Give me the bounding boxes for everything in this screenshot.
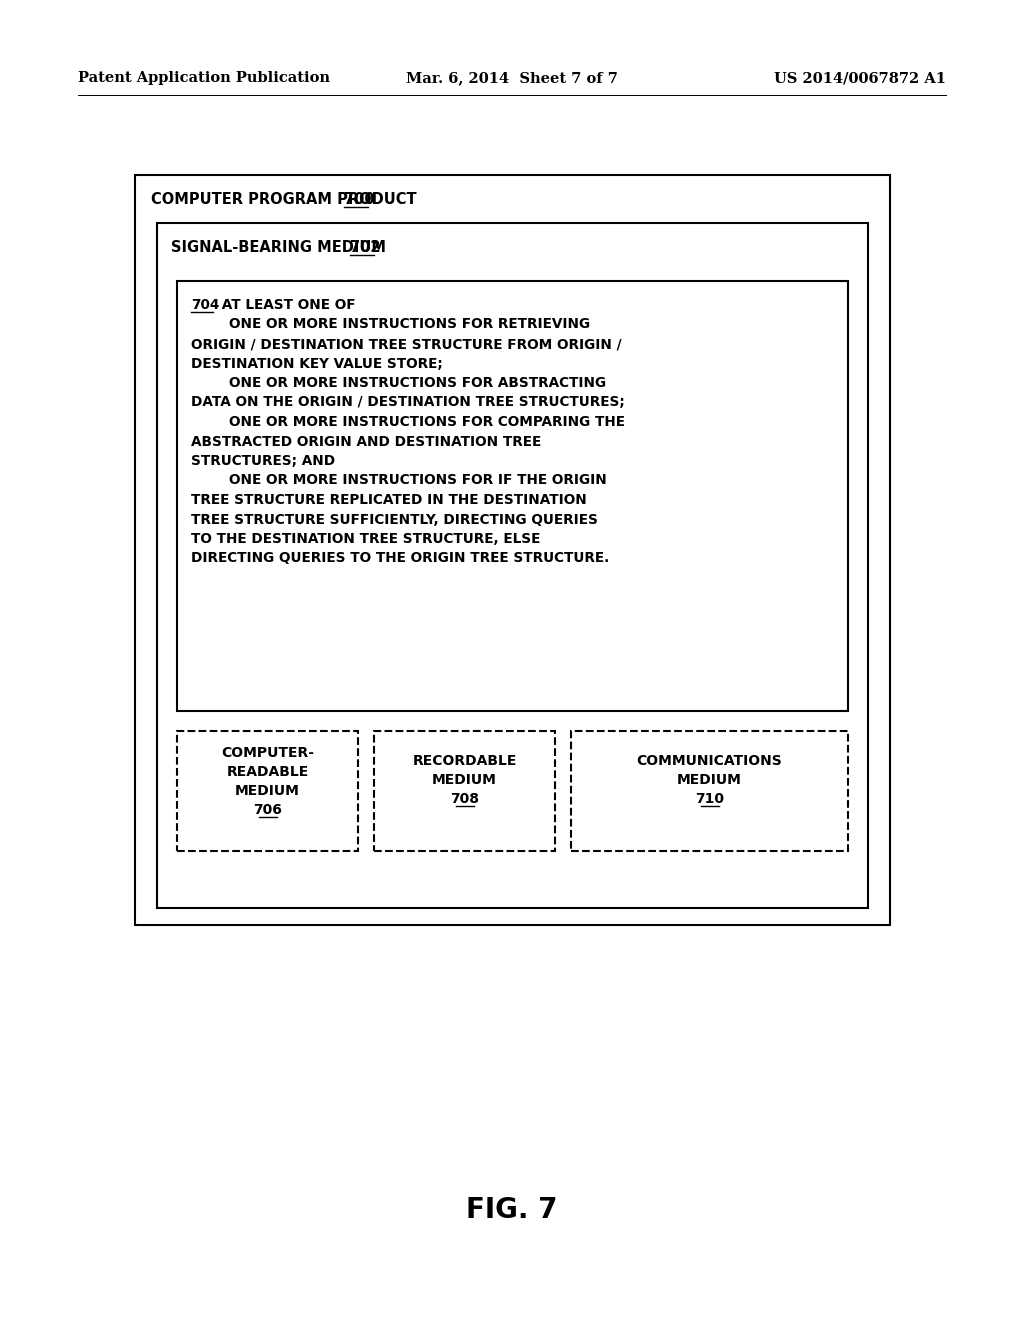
Text: Mar. 6, 2014  Sheet 7 of 7: Mar. 6, 2014 Sheet 7 of 7 bbox=[407, 71, 617, 84]
Text: COMMUNICATIONS: COMMUNICATIONS bbox=[637, 754, 782, 768]
Text: STRUCTURES; AND: STRUCTURES; AND bbox=[191, 454, 335, 469]
Text: ONE OR MORE INSTRUCTIONS FOR COMPARING THE: ONE OR MORE INSTRUCTIONS FOR COMPARING T… bbox=[191, 414, 625, 429]
Text: 704: 704 bbox=[191, 298, 219, 312]
Text: RECORDABLE: RECORDABLE bbox=[413, 754, 517, 768]
Text: US 2014/0067872 A1: US 2014/0067872 A1 bbox=[774, 71, 946, 84]
Text: READABLE: READABLE bbox=[226, 766, 308, 779]
Text: ONE OR MORE INSTRUCTIONS FOR ABSTRACTING: ONE OR MORE INSTRUCTIONS FOR ABSTRACTING bbox=[191, 376, 606, 389]
Text: Patent Application Publication: Patent Application Publication bbox=[78, 71, 330, 84]
Bar bbox=[374, 731, 555, 851]
Text: 702: 702 bbox=[350, 239, 381, 255]
Text: DIRECTING QUERIES TO THE ORIGIN TREE STRUCTURE.: DIRECTING QUERIES TO THE ORIGIN TREE STR… bbox=[191, 552, 609, 565]
Text: MEDIUM: MEDIUM bbox=[236, 784, 300, 799]
Bar bbox=[571, 731, 848, 851]
Text: TREE STRUCTURE SUFFICIENTLY, DIRECTING QUERIES: TREE STRUCTURE SUFFICIENTLY, DIRECTING Q… bbox=[191, 512, 598, 527]
Text: 700: 700 bbox=[344, 191, 375, 206]
Text: TREE STRUCTURE REPLICATED IN THE DESTINATION: TREE STRUCTURE REPLICATED IN THE DESTINA… bbox=[191, 492, 587, 507]
Text: ONE OR MORE INSTRUCTIONS FOR RETRIEVING: ONE OR MORE INSTRUCTIONS FOR RETRIEVING bbox=[191, 318, 590, 331]
Text: TO THE DESTINATION TREE STRUCTURE, ELSE: TO THE DESTINATION TREE STRUCTURE, ELSE bbox=[191, 532, 541, 546]
Text: ABSTRACTED ORIGIN AND DESTINATION TREE: ABSTRACTED ORIGIN AND DESTINATION TREE bbox=[191, 434, 542, 449]
Text: 710: 710 bbox=[695, 792, 724, 807]
Bar bbox=[157, 223, 868, 908]
Text: COMPUTER-: COMPUTER- bbox=[221, 746, 314, 760]
Bar bbox=[177, 281, 848, 711]
Text: ONE OR MORE INSTRUCTIONS FOR IF THE ORIGIN: ONE OR MORE INSTRUCTIONS FOR IF THE ORIG… bbox=[191, 474, 607, 487]
Text: COMPUTER PROGRAM PRODUCT: COMPUTER PROGRAM PRODUCT bbox=[151, 191, 422, 206]
Text: ORIGIN / DESTINATION TREE STRUCTURE FROM ORIGIN /: ORIGIN / DESTINATION TREE STRUCTURE FROM… bbox=[191, 337, 622, 351]
Text: 706: 706 bbox=[253, 803, 282, 817]
Text: FIG. 7: FIG. 7 bbox=[466, 1196, 558, 1224]
Text: MEDIUM: MEDIUM bbox=[432, 774, 497, 787]
Text: DATA ON THE ORIGIN / DESTINATION TREE STRUCTURES;: DATA ON THE ORIGIN / DESTINATION TREE ST… bbox=[191, 396, 625, 409]
Text: AT LEAST ONE OF: AT LEAST ONE OF bbox=[217, 298, 355, 312]
Text: 708: 708 bbox=[450, 792, 479, 807]
Text: MEDIUM: MEDIUM bbox=[677, 774, 742, 787]
Text: SIGNAL-BEARING MEDIUM: SIGNAL-BEARING MEDIUM bbox=[171, 239, 391, 255]
Bar bbox=[135, 176, 890, 925]
Bar bbox=[177, 731, 358, 851]
Text: DESTINATION KEY VALUE STORE;: DESTINATION KEY VALUE STORE; bbox=[191, 356, 442, 371]
